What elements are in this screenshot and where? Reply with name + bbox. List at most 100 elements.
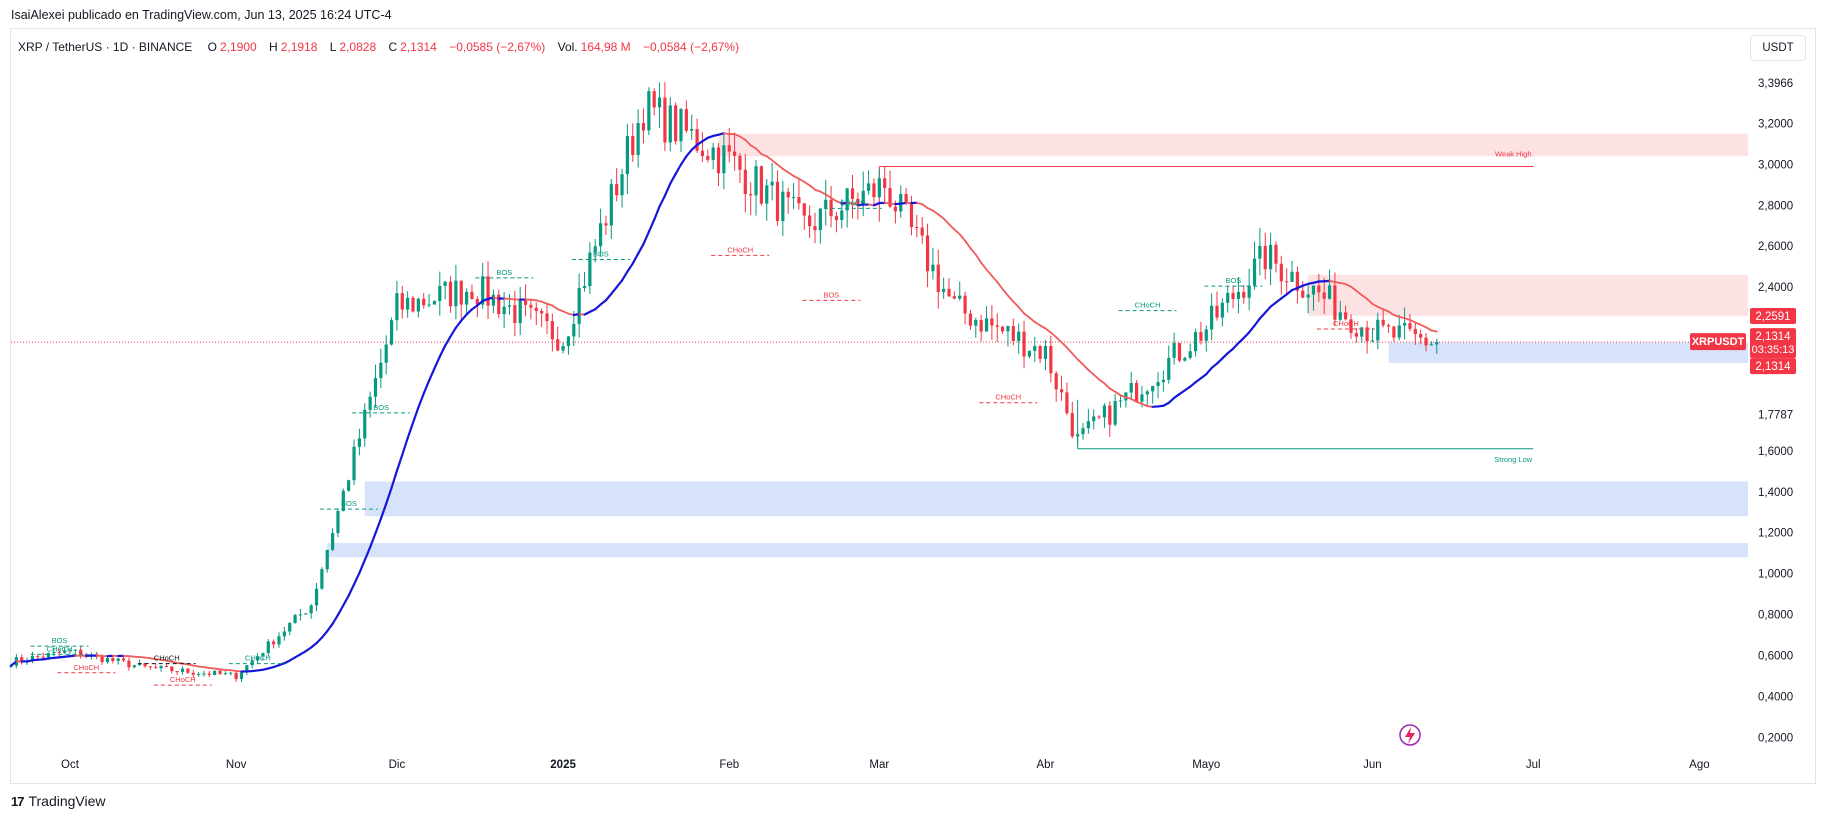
candle-body — [459, 280, 463, 305]
candle-body — [1381, 319, 1385, 326]
candle-body — [1151, 386, 1155, 392]
moving-average-segment — [781, 167, 790, 174]
price-chart[interactable]: Oct Nov Dic 2025 Feb Mar Abr Mayo Jun Jul Ago 3,200… — [0, 0, 1826, 790]
moving-average-segment — [1360, 294, 1368, 300]
moving-average-segment — [937, 213, 945, 220]
candle-body — [577, 288, 581, 324]
symbol-tag-bg[interactable] — [1690, 333, 1746, 351]
moving-average-segment — [229, 669, 238, 672]
structure-label: BOS — [341, 499, 357, 508]
candle-body — [325, 549, 329, 570]
candle-body — [186, 668, 190, 673]
y-extra-label: 1,7787 — [1758, 409, 1793, 421]
candle-body — [395, 293, 399, 321]
moving-average-segment — [958, 233, 966, 242]
candle-body — [625, 136, 629, 175]
candle-body — [148, 666, 152, 668]
moving-average-segment — [663, 182, 672, 197]
candle-body — [647, 91, 651, 131]
candle-body — [1397, 325, 1401, 338]
candle-body — [1285, 281, 1289, 283]
moving-average-segment — [594, 303, 602, 311]
moving-average-segment — [755, 147, 763, 155]
candle-body — [786, 191, 790, 198]
x-tick-label: Mar — [869, 759, 889, 771]
candle-body — [706, 155, 710, 160]
candle-body — [1258, 245, 1262, 259]
candle-body — [138, 663, 142, 666]
candle-body — [438, 285, 442, 302]
moving-average-segment — [1055, 336, 1063, 344]
moving-average-segment — [964, 239, 972, 250]
currency-button[interactable]: USDT — [1750, 35, 1806, 61]
lightning-icon[interactable] — [1399, 724, 1421, 746]
candle-body — [952, 296, 956, 299]
moving-average-segment — [347, 583, 356, 597]
symbol-tag: XRPUSDT — [1692, 336, 1745, 348]
candle-body — [883, 178, 887, 189]
candle-body — [116, 658, 120, 661]
candle-body — [684, 109, 688, 131]
level-label: Weak High — [1495, 149, 1532, 158]
low-label: L — [329, 40, 337, 54]
candle-body — [127, 660, 131, 668]
moving-average-segment — [1226, 347, 1235, 355]
candle-body — [1086, 421, 1090, 429]
moving-average-segment — [749, 144, 757, 150]
moving-average-segment — [1328, 279, 1336, 283]
moving-average-segment — [1258, 311, 1267, 320]
y-tick-label: 2,4000 — [1758, 282, 1793, 294]
moving-average-segment — [1403, 317, 1411, 321]
candle-body — [1156, 382, 1160, 387]
moving-average-segment — [915, 201, 924, 206]
moving-average-segment — [1044, 327, 1052, 334]
candle-body — [1145, 391, 1149, 395]
candle-body — [229, 672, 233, 674]
candle-body — [373, 378, 378, 397]
moving-average-segment — [363, 546, 372, 562]
candle-body — [491, 294, 495, 306]
candle-body — [143, 663, 147, 667]
candle-body — [722, 145, 726, 174]
moving-average-segment — [1135, 400, 1143, 405]
moving-average-segment — [948, 223, 956, 231]
candle-body — [507, 305, 512, 307]
structure-label: CHoCH — [727, 245, 753, 254]
moving-average-segment — [427, 367, 436, 382]
candle-body — [599, 223, 603, 247]
moving-average-segment — [160, 658, 168, 662]
moving-average-segment — [556, 308, 564, 313]
moving-average-segment — [1087, 369, 1095, 376]
candle-body — [57, 651, 61, 653]
tradingview-logo[interactable]: 17 TradingView — [11, 793, 106, 809]
candle-body — [636, 123, 640, 156]
candle-body — [1188, 351, 1192, 358]
moving-average-segment — [433, 355, 441, 370]
candle-body — [1429, 344, 1433, 346]
candle-body — [657, 97, 662, 108]
moving-average-segment — [320, 630, 329, 639]
low-value: 2,0828 — [339, 40, 377, 54]
candle-body — [68, 650, 72, 652]
moving-average-segment — [1124, 396, 1133, 400]
moving-average-segment — [942, 217, 950, 226]
symbol-name[interactable]: XRP / TetherUS · 1D · BINANCE — [18, 40, 193, 54]
candle-body — [915, 227, 919, 229]
candle-body — [331, 533, 335, 550]
candle-body — [1183, 357, 1187, 361]
moving-average-segment — [803, 180, 811, 187]
moving-average-segment — [798, 177, 806, 183]
moving-average-segment — [454, 319, 463, 329]
candle-body — [502, 306, 506, 315]
candle-body — [888, 188, 892, 207]
moving-average-segment — [1419, 323, 1427, 329]
candle-body — [1108, 405, 1112, 425]
candle-body — [272, 641, 276, 645]
candle-body — [904, 193, 908, 204]
candle-body — [1033, 346, 1037, 351]
moving-average-segment — [385, 486, 393, 505]
price-tag-close-bg — [1750, 358, 1796, 375]
moving-average-segment — [1066, 346, 1074, 355]
candle-body — [154, 667, 158, 669]
